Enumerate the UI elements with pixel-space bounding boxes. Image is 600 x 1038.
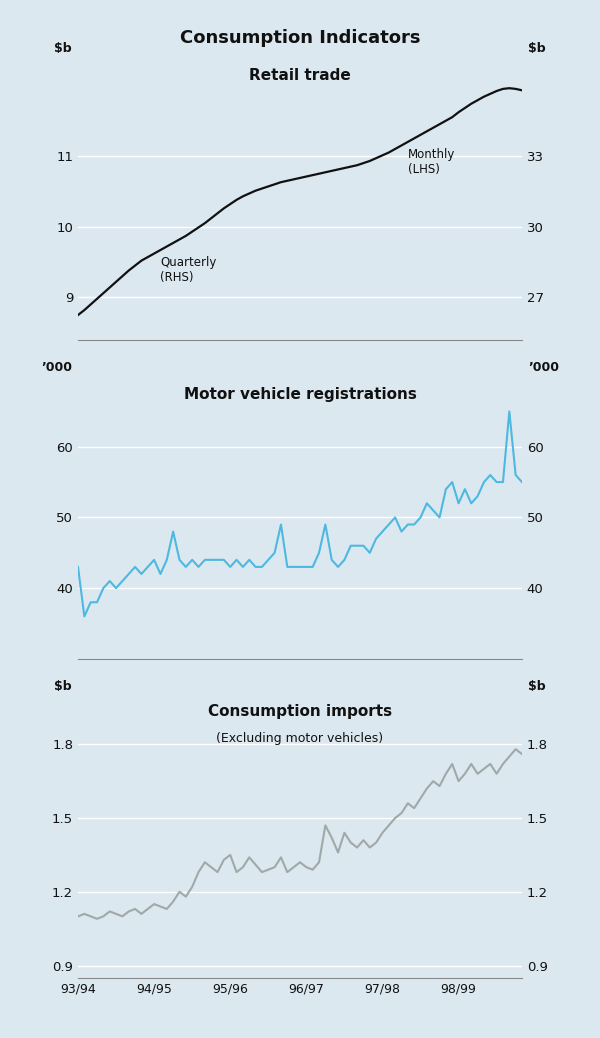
Text: Quarterly
(RHS): Quarterly (RHS) <box>160 256 217 284</box>
Text: $b: $b <box>528 42 545 55</box>
Text: (Excluding motor vehicles): (Excluding motor vehicles) <box>217 732 383 745</box>
Text: Monthly
(LHS): Monthly (LHS) <box>408 147 455 175</box>
Text: $b: $b <box>55 680 72 693</box>
Text: Consumption Indicators: Consumption Indicators <box>180 29 420 47</box>
Text: Consumption imports: Consumption imports <box>208 704 392 718</box>
Text: ’000: ’000 <box>528 361 559 374</box>
Text: $b: $b <box>55 42 72 55</box>
Text: Motor vehicle registrations: Motor vehicle registrations <box>184 387 416 403</box>
Text: Retail trade: Retail trade <box>249 69 351 83</box>
Text: $b: $b <box>528 680 545 693</box>
Text: ’000: ’000 <box>41 361 72 374</box>
